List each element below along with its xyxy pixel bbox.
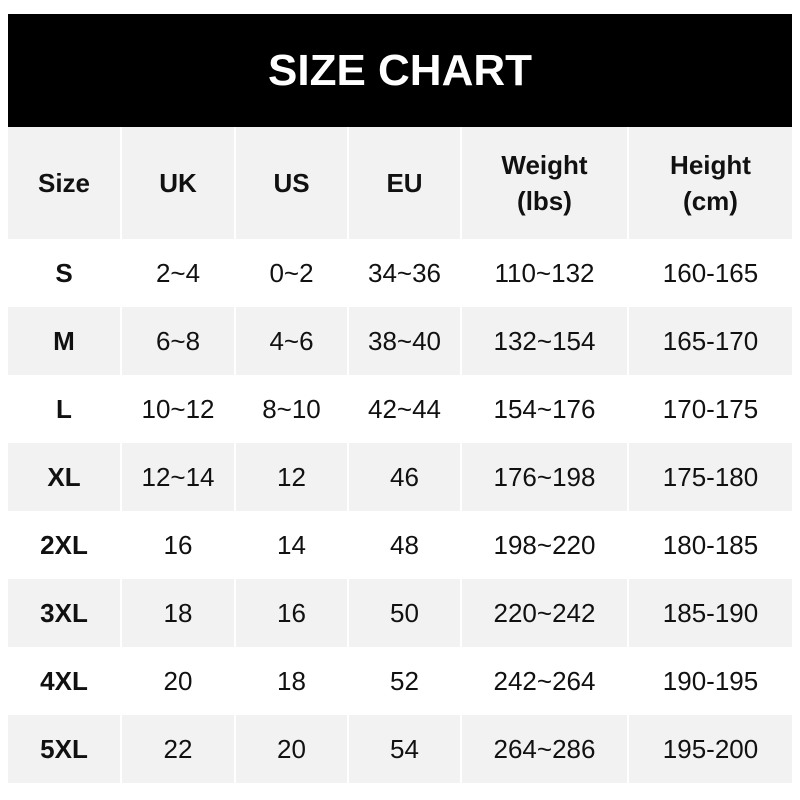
- table-cell: 18: [234, 647, 348, 715]
- header-label: (lbs): [517, 186, 572, 216]
- column-header: Height (cm): [627, 127, 792, 239]
- header-label: Size: [37, 168, 91, 198]
- size-table: Size UK US EU Weight (lbs) Height (cm) S 2~4 0~2 34…: [8, 127, 792, 783]
- table-row: L 10~12 8~10 42~44 154~176 170-175: [8, 375, 792, 443]
- table-row: M 6~8 4~6 38~40 132~154 165-170: [8, 307, 792, 375]
- table-cell: 12~14: [120, 443, 235, 511]
- table-cell: 48: [347, 511, 461, 579]
- table-cell: 46: [347, 443, 461, 511]
- table-cell: L: [56, 393, 72, 424]
- table-cell: 170-175: [627, 375, 792, 443]
- table-cell: 52: [347, 647, 461, 715]
- table-cell: 110~132: [460, 239, 628, 307]
- table-cell: 18: [120, 579, 235, 647]
- table-cell: 198~220: [460, 511, 628, 579]
- table-cell: 5XL: [8, 715, 121, 783]
- table-cell: 242~264: [460, 647, 628, 715]
- table-cell: 154~176: [460, 375, 628, 443]
- table-row: 4XL 20 18 52 242~264 190-195: [8, 647, 792, 715]
- table-row: S 2~4 0~2 34~36 110~132 160-165: [8, 239, 792, 307]
- table-cell: 38~40: [347, 307, 461, 375]
- table-cell: 8~10: [234, 375, 348, 443]
- table-cell: 6~8: [120, 307, 235, 375]
- header-row: Size UK US EU Weight (lbs) Height (cm): [8, 127, 792, 239]
- header-label: EU: [386, 168, 423, 198]
- table-cell: 190-195: [627, 647, 792, 715]
- header-label: UK: [159, 168, 197, 198]
- table-cell: M: [8, 307, 121, 375]
- table-row: 2XL 16 14 48 198~220 180-185: [8, 511, 792, 579]
- table-cell: 3XL: [8, 579, 121, 647]
- table-row: XL 12~14 12 46 176~198 175-180: [8, 443, 792, 511]
- table-cell: 264~286: [460, 715, 628, 783]
- table-row: 3XL 18 16 50 220~242 185-190: [8, 579, 792, 647]
- table-row: 5XL 22 20 54 264~286 195-200: [8, 715, 792, 783]
- table-cell: 16: [120, 511, 235, 579]
- table-cell: 20: [234, 715, 348, 783]
- table-cell: 16: [234, 579, 348, 647]
- column-header: US: [234, 127, 348, 239]
- table-cell: 54: [347, 715, 461, 783]
- table-cell: 185-190: [627, 579, 792, 647]
- column-header: UK: [120, 127, 235, 239]
- table-cell: 4~6: [234, 307, 348, 375]
- table-cell: S: [55, 257, 73, 288]
- table-cell: 42~44: [347, 375, 461, 443]
- header-label: Height: [670, 150, 751, 180]
- table-cell: 2~4: [120, 239, 235, 307]
- table-cell: 12: [234, 443, 348, 511]
- table-cell: 132~154: [460, 307, 628, 375]
- table-cell: 34~36: [347, 239, 461, 307]
- header-label: US: [273, 168, 310, 198]
- table-cell: 22: [120, 715, 235, 783]
- table-cell: 195-200: [627, 715, 792, 783]
- table-cell: 10~12: [120, 375, 235, 443]
- header-label: (cm): [683, 186, 738, 216]
- table-cell: 180-185: [627, 511, 792, 579]
- table-cell: 20: [120, 647, 235, 715]
- page-title: SIZE CHART: [8, 14, 792, 127]
- column-header: Size: [8, 127, 121, 239]
- column-header: Weight (lbs): [460, 127, 628, 239]
- table-cell: 2XL: [40, 529, 88, 560]
- table-cell: 175-180: [627, 443, 792, 511]
- table-cell: 14: [234, 511, 348, 579]
- size-chart: SIZE CHART Size UK US EU Weight (lbs) Height (c…: [8, 14, 792, 783]
- table-cell: 220~242: [460, 579, 628, 647]
- table-cell: 4XL: [40, 665, 88, 696]
- table-cell: 165-170: [627, 307, 792, 375]
- table-cell: XL: [8, 443, 121, 511]
- column-header: EU: [347, 127, 461, 239]
- table-cell: 160-165: [627, 239, 792, 307]
- table-cell: 0~2: [234, 239, 348, 307]
- table-cell: 176~198: [460, 443, 628, 511]
- table-cell: 50: [347, 579, 461, 647]
- header-label: Weight: [501, 150, 588, 180]
